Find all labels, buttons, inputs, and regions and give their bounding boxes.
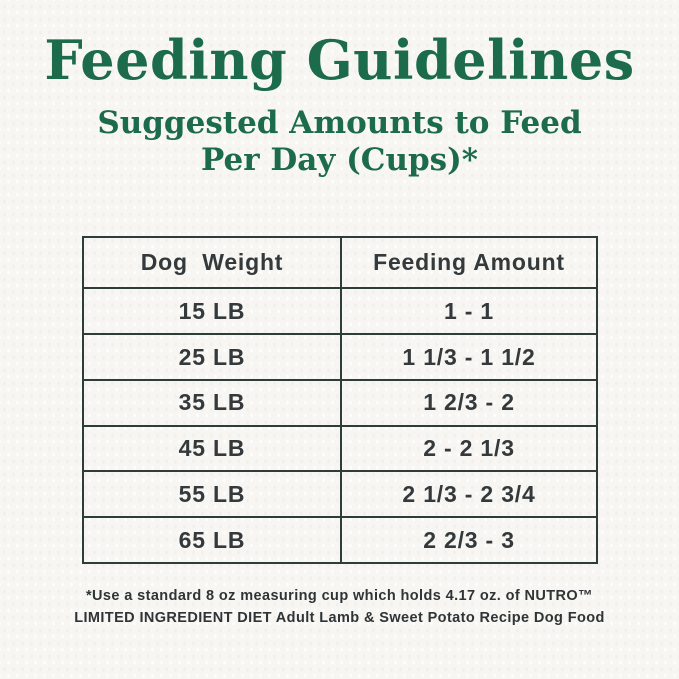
page-subtitle: Suggested Amounts to Feed Per Day (Cups)… bbox=[0, 105, 679, 179]
table-row: 65 LB 2 2/3 - 3 bbox=[84, 516, 596, 562]
feeding-amount-value: 2 - 2 1/3 bbox=[340, 426, 596, 471]
dog-weight-value: 45 LB bbox=[178, 435, 246, 462]
feeding-amount-value: 2 1/3 - 2 3/4 bbox=[340, 472, 596, 517]
table-row: 15 LB 1 - 1 bbox=[84, 287, 596, 334]
dog-weight-value: 55 LB bbox=[178, 480, 246, 507]
subtitle-line-1: Suggested Amounts to Feed bbox=[97, 105, 582, 141]
measuring-cup-footnote: *Use a standard 8 oz measuring cup which… bbox=[40, 585, 639, 629]
dog-weight-value: 65 LB bbox=[178, 526, 246, 553]
dog-weight-value: 35 LB bbox=[178, 389, 246, 416]
feeding-amount-value: 1 1/3 - 1 1/2 bbox=[340, 335, 596, 379]
dog-weight-value: 25 LB bbox=[178, 343, 246, 370]
table-row: 35 LB 1 2/3 - 2 bbox=[84, 378, 596, 425]
footnote-line-1: *Use a standard 8 oz measuring cup which… bbox=[85, 588, 593, 604]
table-row: 45 LB 2 - 2 1/3 bbox=[84, 424, 596, 471]
column-header-feeding-amount: Feeding Amount bbox=[340, 238, 596, 288]
column-header-dog-weight: Dog Weight bbox=[140, 249, 284, 276]
feeding-amount-value: 2 2/3 - 3 bbox=[340, 518, 596, 562]
table-row: 55 LB 2 1/3 - 2 3/4 bbox=[84, 470, 596, 517]
dog-weight-value: 15 LB bbox=[178, 297, 246, 324]
page-title: Feeding Guidelines bbox=[44, 28, 635, 92]
feeding-table: Dog Weight Feeding Amount 15 LB 1 - 1 25… bbox=[82, 236, 598, 564]
feeding-amount-value: 1 - 1 bbox=[340, 289, 596, 334]
table-header-row: Dog Weight Feeding Amount bbox=[84, 238, 596, 288]
footnote-line-2: LIMITED INGREDIENT DIET Adult Lamb & Swe… bbox=[74, 610, 605, 626]
table-row: 25 LB 1 1/3 - 1 1/2 bbox=[84, 333, 596, 379]
subtitle-line-2: Per Day (Cups)* bbox=[201, 142, 478, 178]
feeding-amount-value: 1 2/3 - 2 bbox=[340, 380, 596, 425]
